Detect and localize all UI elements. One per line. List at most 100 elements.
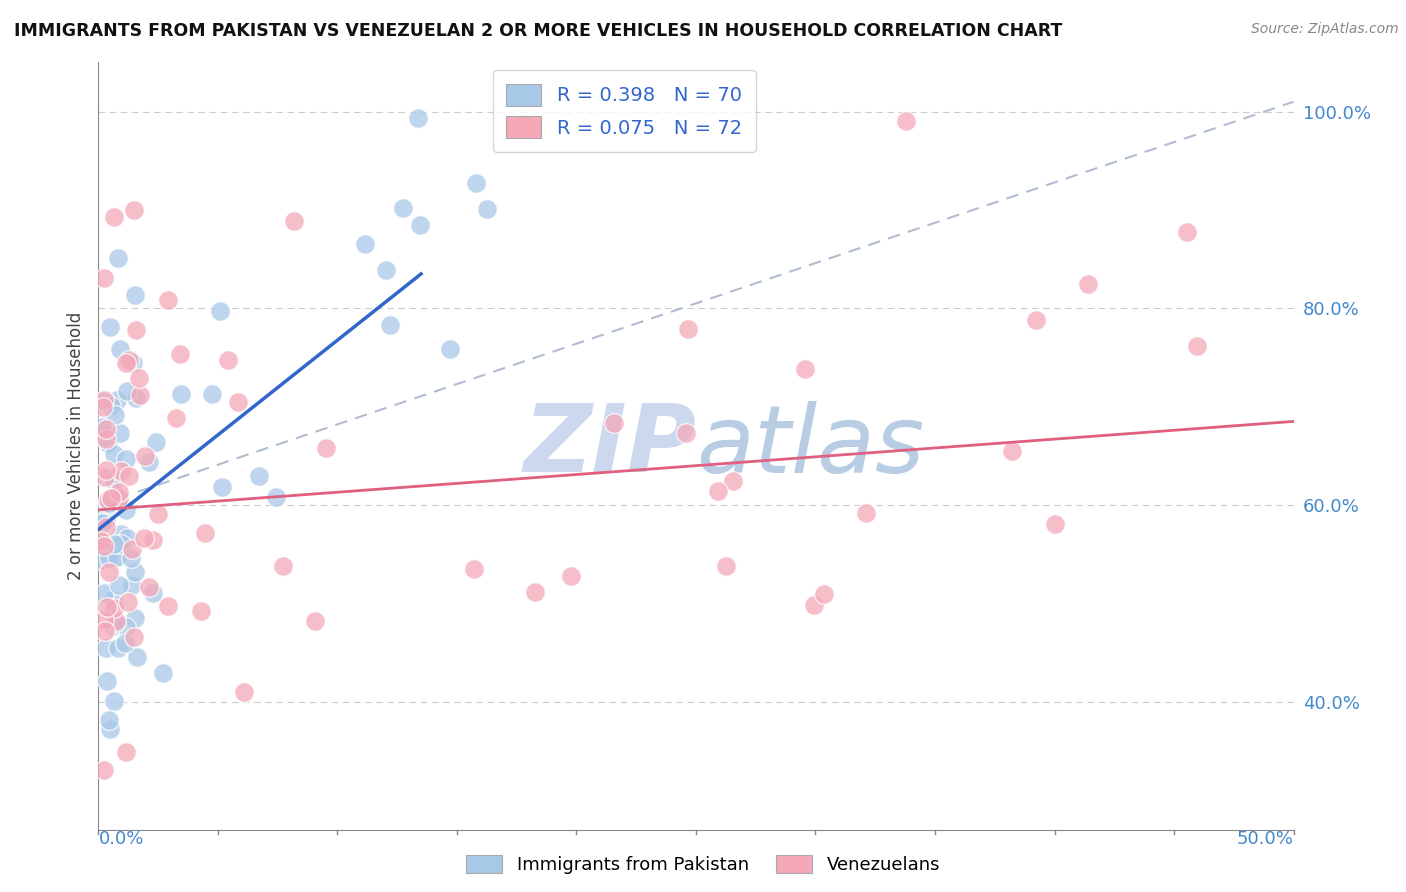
Point bbox=[142, 586, 165, 600]
Point bbox=[107, 251, 129, 265]
Point bbox=[1077, 277, 1099, 291]
Point bbox=[103, 537, 125, 551]
Point bbox=[108, 491, 131, 505]
Point bbox=[94, 422, 117, 436]
Point bbox=[125, 650, 148, 665]
Text: IMMIGRANTS FROM PAKISTAN VS VENEZUELAN 2 OR MORE VEHICLES IN HOUSEHOLD CORRELATI: IMMIGRANTS FROM PAKISTAN VS VENEZUELAN 2… bbox=[14, 22, 1063, 40]
Point bbox=[97, 493, 120, 508]
Point bbox=[115, 502, 138, 516]
Point bbox=[793, 362, 815, 376]
Point bbox=[91, 420, 114, 434]
Point bbox=[170, 387, 193, 401]
Point bbox=[94, 519, 117, 533]
Point bbox=[94, 470, 117, 484]
Point bbox=[98, 498, 121, 512]
Point bbox=[103, 210, 125, 224]
Point bbox=[105, 393, 128, 408]
Point bbox=[115, 384, 138, 398]
Point bbox=[1043, 516, 1066, 531]
Point bbox=[93, 764, 115, 778]
Point bbox=[104, 549, 127, 563]
Point bbox=[93, 270, 115, 285]
Legend: Immigrants from Pakistan, Venezuelans: Immigrants from Pakistan, Venezuelans bbox=[467, 855, 939, 874]
Point bbox=[110, 537, 132, 551]
Point bbox=[121, 542, 143, 557]
Point bbox=[90, 553, 112, 567]
Point bbox=[602, 416, 624, 430]
Point bbox=[124, 566, 146, 580]
Point bbox=[675, 426, 697, 441]
Point bbox=[120, 550, 142, 565]
Point bbox=[118, 353, 141, 368]
Point bbox=[97, 435, 120, 450]
Point bbox=[283, 214, 305, 228]
Point bbox=[142, 533, 165, 548]
Point bbox=[115, 356, 138, 370]
Point bbox=[97, 497, 120, 511]
Point bbox=[117, 531, 139, 545]
Point bbox=[855, 507, 877, 521]
Point bbox=[96, 673, 118, 688]
Point bbox=[105, 549, 128, 564]
Point bbox=[103, 693, 125, 707]
Point bbox=[124, 323, 146, 337]
Point bbox=[107, 641, 129, 656]
Point bbox=[124, 611, 146, 625]
Point bbox=[247, 469, 270, 483]
Text: 0.0%: 0.0% bbox=[98, 830, 143, 847]
Point bbox=[1185, 339, 1208, 353]
Y-axis label: 2 or more Vehicles in Household: 2 or more Vehicles in Household bbox=[66, 312, 84, 580]
Point bbox=[97, 714, 120, 728]
Point bbox=[128, 370, 150, 384]
Point bbox=[264, 490, 287, 504]
Point bbox=[392, 201, 415, 215]
Point bbox=[98, 496, 121, 510]
Point bbox=[1025, 313, 1047, 327]
Point bbox=[90, 534, 112, 549]
Point bbox=[211, 480, 233, 494]
Point bbox=[103, 447, 125, 461]
Point bbox=[157, 599, 180, 613]
Point bbox=[108, 578, 131, 592]
Point bbox=[169, 347, 191, 361]
Point bbox=[93, 393, 115, 408]
Point bbox=[190, 604, 212, 618]
Point bbox=[813, 587, 835, 601]
Point bbox=[98, 551, 121, 566]
Point bbox=[93, 539, 115, 553]
Point bbox=[93, 586, 115, 600]
Point bbox=[122, 631, 145, 645]
Point bbox=[104, 409, 127, 423]
Point bbox=[108, 342, 131, 356]
Point bbox=[145, 434, 167, 449]
Text: atlas: atlas bbox=[696, 401, 924, 491]
Point bbox=[90, 533, 112, 547]
Point bbox=[378, 318, 401, 332]
Legend: R = 0.398   N = 70, R = 0.075   N = 72: R = 0.398 N = 70, R = 0.075 N = 72 bbox=[494, 70, 755, 152]
Point bbox=[101, 619, 124, 633]
Point bbox=[226, 394, 249, 409]
Point bbox=[103, 473, 125, 487]
Text: Source: ZipAtlas.com: Source: ZipAtlas.com bbox=[1251, 22, 1399, 37]
Point bbox=[138, 580, 160, 594]
Point bbox=[121, 578, 143, 592]
Point bbox=[676, 321, 699, 335]
Point bbox=[232, 685, 254, 699]
Point bbox=[125, 391, 148, 405]
Point bbox=[97, 565, 120, 579]
Point bbox=[803, 598, 825, 612]
Point bbox=[273, 558, 295, 573]
Point bbox=[108, 425, 131, 440]
Point bbox=[146, 507, 169, 521]
Point bbox=[374, 263, 396, 277]
Point bbox=[560, 569, 582, 583]
Point bbox=[315, 441, 337, 455]
Point bbox=[406, 111, 429, 125]
Point bbox=[114, 745, 136, 759]
Point bbox=[464, 176, 486, 190]
Point bbox=[103, 616, 125, 631]
Point bbox=[217, 353, 239, 368]
Point bbox=[134, 531, 156, 545]
Point bbox=[194, 525, 217, 540]
Point bbox=[108, 484, 131, 499]
